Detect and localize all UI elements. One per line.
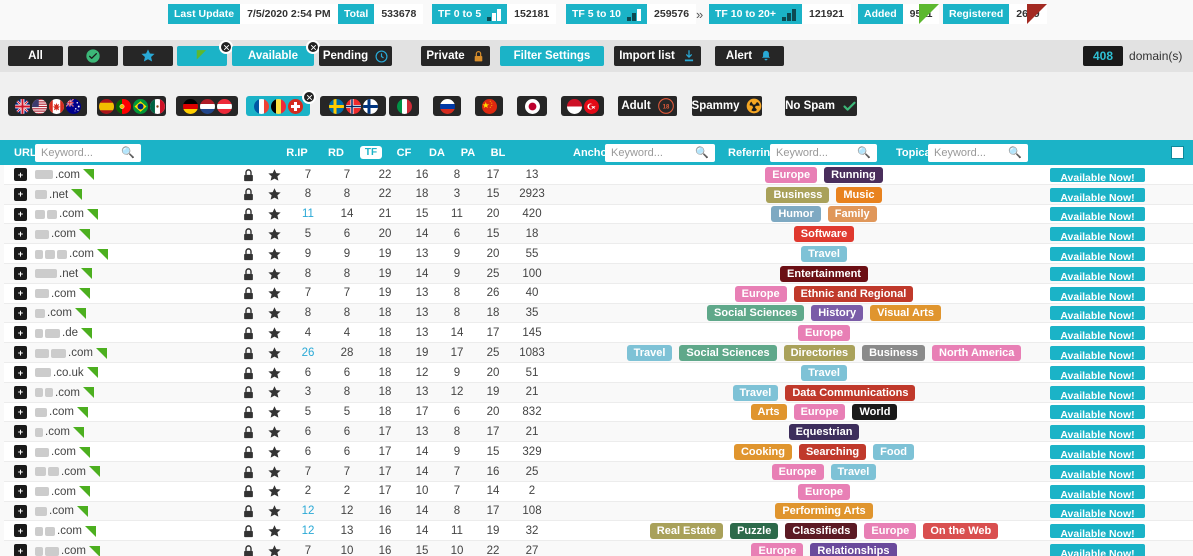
svg-text:18: 18: [662, 105, 669, 111]
